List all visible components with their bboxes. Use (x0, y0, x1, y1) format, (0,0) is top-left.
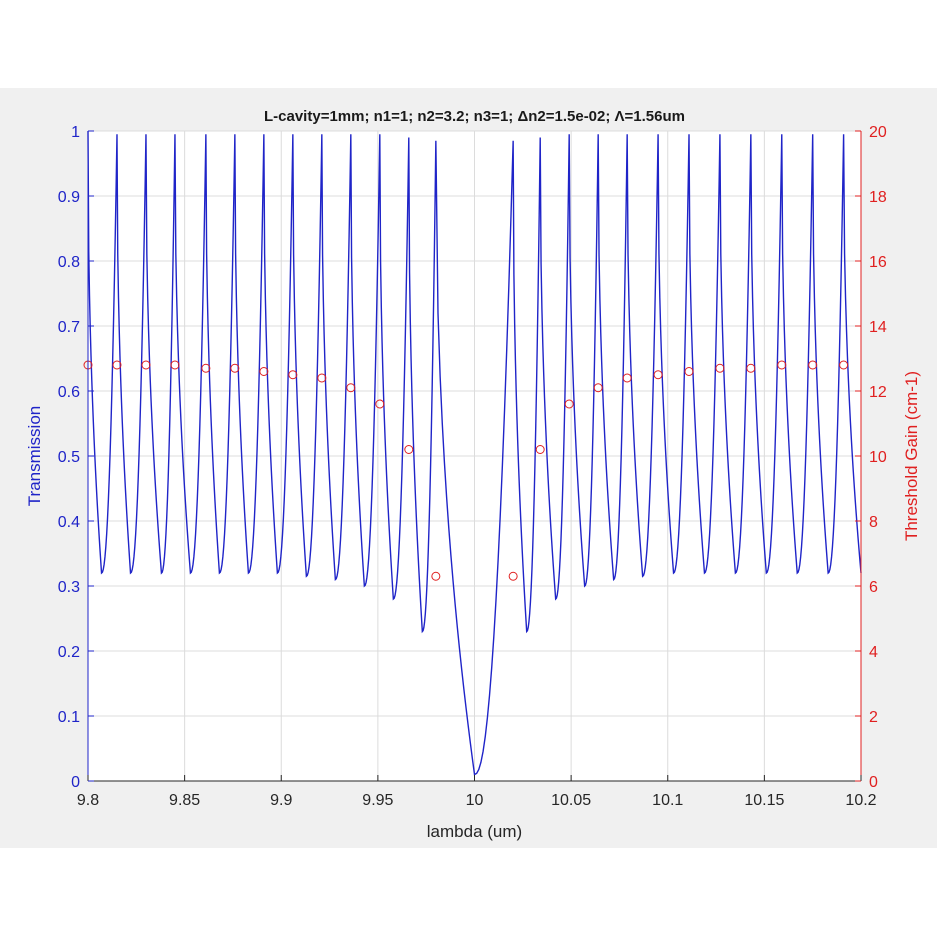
y-left-tick-label: 0.5 (58, 449, 80, 466)
x-tick-label: 9.9 (270, 792, 292, 809)
gain-marker (508, 571, 518, 581)
x-tick-label: 9.85 (169, 792, 200, 809)
gain-marker (653, 370, 663, 380)
x-tick-label: 10.05 (551, 792, 591, 809)
y-left-tick-label: 0.1 (58, 709, 80, 726)
y-right-tick-label: 2 (869, 709, 878, 726)
transmission-series (87, 130, 862, 776)
gain-marker (593, 383, 603, 393)
threshold-gain-series (83, 360, 849, 581)
chart-title: L-cavity=1mm; n1=1; n2=3.2; n3=1; Δn2=1.… (264, 108, 685, 125)
y-left-tick-label: 0.6 (58, 384, 80, 401)
gain-marker (201, 363, 211, 373)
y-right-tick-label: 8 (869, 514, 878, 531)
gain-marker (317, 373, 327, 383)
gain-marker (808, 360, 818, 370)
gain-marker (375, 399, 385, 409)
tick-labels: 9.8 9.85 9.9 9.95 10 10.05 10.1 10.15 10.200.10.… (58, 124, 887, 809)
y-right-tick-label: 4 (869, 644, 878, 661)
y-right-tick-label: 14 (869, 319, 887, 336)
y-right-tick-label: 20 (869, 124, 887, 141)
gain-marker (431, 571, 441, 581)
chart-svg: 9.8 9.85 9.9 9.95 10 10.05 10.1 10.15 10.200.10.… (25, 108, 921, 841)
gain-marker (777, 360, 787, 370)
y-right-tick-label: 12 (869, 384, 887, 401)
y-left-tick-label: 0.4 (58, 514, 80, 531)
y-left-tick-label: 0 (71, 774, 80, 791)
gain-marker (839, 360, 849, 370)
y-left-tick-label: 1 (71, 124, 80, 141)
x-tick-label: 9.95 (362, 792, 393, 809)
gain-marker (259, 367, 269, 376)
y-left-tick-label: 0.8 (58, 254, 80, 271)
x-axis-label: lambda (um) (427, 822, 522, 841)
y-left-tick-label: 0.2 (58, 644, 80, 661)
x-tick-label: 10 (466, 792, 484, 809)
gain-marker (622, 373, 632, 383)
y-right-tick-label: 16 (869, 254, 887, 271)
y-left-tick-label: 0.3 (58, 579, 80, 596)
x-tick-label: 10.15 (744, 792, 784, 809)
y-right-tick-label: 10 (869, 449, 887, 466)
gain-marker (404, 445, 414, 454)
gain-marker (170, 360, 180, 370)
figure-background: 9.8 9.85 9.9 9.95 10 10.05 10.1 10.15 10.2 0 0.1 0.… (0, 88, 937, 848)
gain-marker (746, 363, 756, 373)
gain-marker (535, 445, 545, 454)
y-left-tick-label: 0.7 (58, 319, 80, 336)
x-tick-label: 10.1 (652, 792, 683, 809)
y-left-axis-label: Transmission (25, 406, 44, 506)
gain-marker (288, 370, 298, 380)
gain-marker (684, 367, 694, 376)
y-right-tick-label: 18 (869, 189, 887, 206)
gain-marker (564, 399, 574, 409)
x-tick-label: 10.2 (845, 792, 876, 809)
gain-marker (112, 360, 122, 370)
y-left-tick-label: 0.9 (58, 189, 80, 206)
y-right-tick-label: 0 (869, 774, 878, 791)
gain-marker (346, 383, 356, 393)
transmission-line (87, 130, 862, 776)
y-right-tick-label: 6 (869, 579, 878, 596)
x-tick-label: 9.8 (77, 792, 99, 809)
gain-marker (715, 363, 725, 373)
gain-marker (230, 363, 240, 373)
gain-marker (141, 360, 151, 370)
y-right-axis-label: Threshold Gain (cm-1) (902, 371, 921, 541)
